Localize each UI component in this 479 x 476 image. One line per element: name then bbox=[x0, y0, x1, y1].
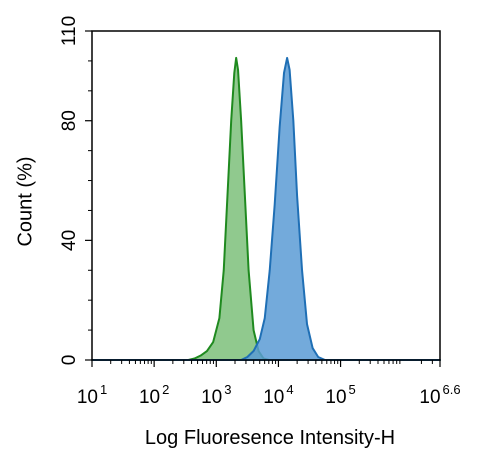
x-tick-label: 10 3 bbox=[201, 382, 231, 408]
x-tick-label: 10 5 bbox=[325, 382, 355, 408]
plot-frame bbox=[91, 30, 441, 361]
x-tick-label: 10 2 bbox=[139, 382, 169, 408]
y-tick-label: 40 bbox=[59, 230, 80, 251]
y-tick-label: 110 bbox=[59, 16, 80, 46]
axes: 0 40 80 110 10 1 10 2 10 3 10 4 10 5 10 6.6 bbox=[59, 16, 461, 408]
y-axis-title: Count (%) bbox=[14, 156, 36, 246]
x-axis-title: Log Fluoresence Intensity-H bbox=[145, 427, 395, 449]
x-tick-label: 10 1 bbox=[77, 382, 107, 408]
series-2-histogram bbox=[91, 56, 441, 361]
x-tick-label: 10 4 bbox=[263, 382, 293, 408]
plot-area bbox=[91, 56, 441, 361]
x-tick-label: 10 6.6 bbox=[419, 382, 460, 408]
y-tick-label: 0 bbox=[59, 355, 80, 366]
y-tick-label: 80 bbox=[59, 110, 80, 131]
